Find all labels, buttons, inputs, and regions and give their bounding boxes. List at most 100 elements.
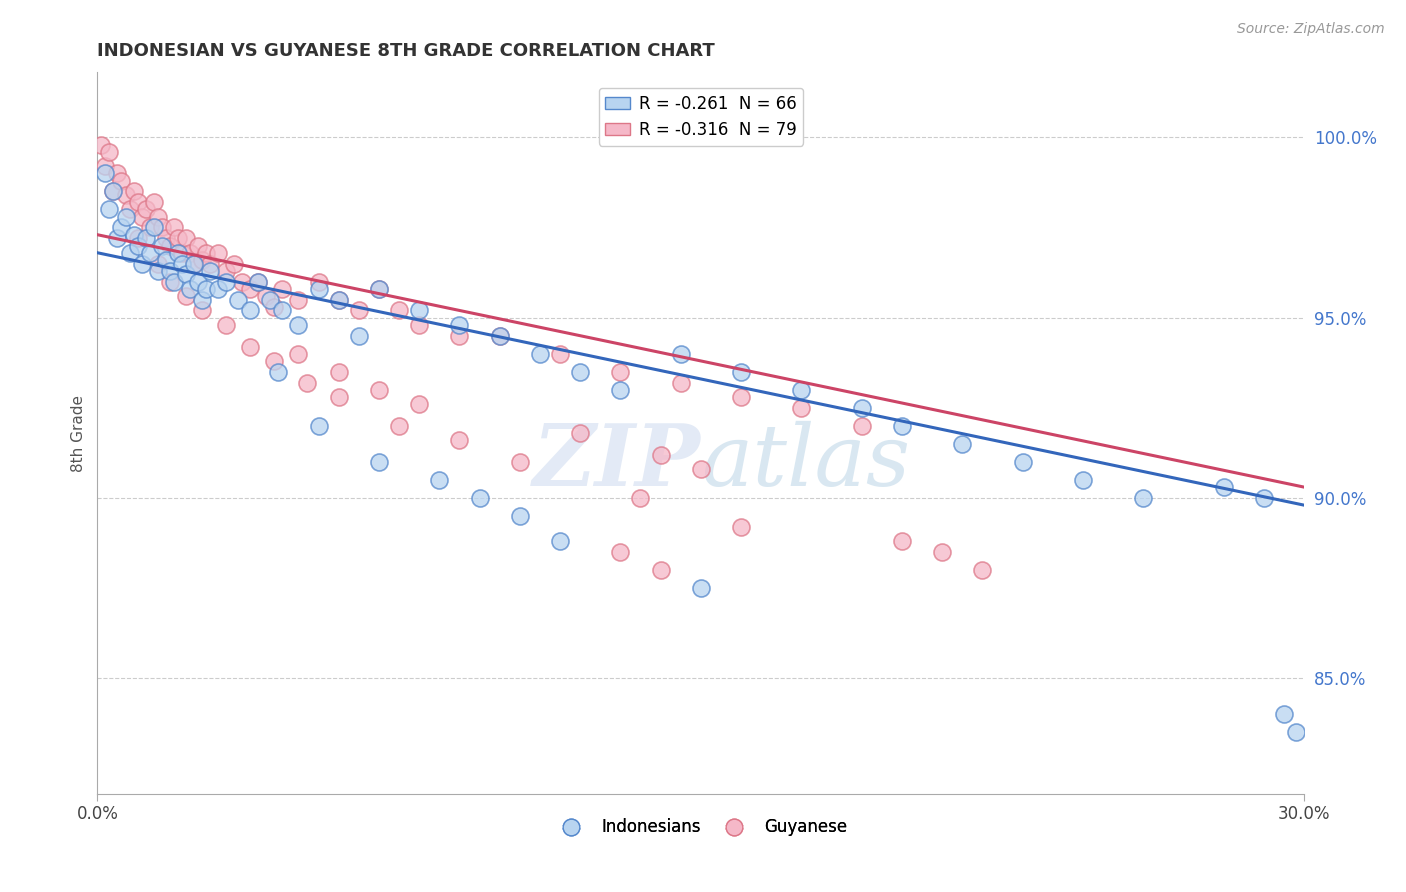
Point xyxy=(163,220,186,235)
Point xyxy=(972,563,994,577)
Point xyxy=(127,195,149,210)
Point xyxy=(191,252,214,267)
Point xyxy=(131,256,153,270)
Point xyxy=(142,220,165,235)
Point xyxy=(790,401,813,415)
Point xyxy=(166,231,188,245)
Point xyxy=(207,245,229,260)
Point xyxy=(127,231,149,245)
Point xyxy=(107,166,129,180)
Text: INDONESIAN VS GUYANESE 8TH GRADE CORRELATION CHART: INDONESIAN VS GUYANESE 8TH GRADE CORRELA… xyxy=(97,42,716,60)
Point xyxy=(347,328,370,343)
Point xyxy=(308,282,330,296)
Point xyxy=(669,347,692,361)
Point xyxy=(107,231,129,245)
Point xyxy=(259,293,281,307)
Point xyxy=(163,275,186,289)
Point xyxy=(194,245,217,260)
Point xyxy=(191,303,214,318)
Point xyxy=(131,210,153,224)
Point xyxy=(187,238,209,252)
Point xyxy=(142,195,165,210)
Point xyxy=(1272,707,1295,722)
Point xyxy=(191,293,214,307)
Point xyxy=(650,563,672,577)
Point xyxy=(138,245,160,260)
Legend: Indonesians, Guyanese: Indonesians, Guyanese xyxy=(548,812,853,843)
Point xyxy=(308,275,330,289)
Point xyxy=(110,173,132,187)
Point xyxy=(730,365,752,379)
Point xyxy=(890,534,912,549)
Point xyxy=(328,365,350,379)
Point xyxy=(488,328,510,343)
Point xyxy=(187,275,209,289)
Point xyxy=(509,508,531,523)
Point xyxy=(198,264,221,278)
Point xyxy=(226,293,249,307)
Point xyxy=(98,145,121,159)
Point xyxy=(155,252,177,267)
Point xyxy=(159,238,181,252)
Point xyxy=(170,256,193,270)
Point xyxy=(271,282,294,296)
Point xyxy=(150,220,173,235)
Point xyxy=(1132,491,1154,505)
Point xyxy=(159,275,181,289)
Point xyxy=(247,275,270,289)
Point xyxy=(183,256,205,270)
Point xyxy=(548,347,571,361)
Point xyxy=(347,303,370,318)
Point xyxy=(408,303,430,318)
Y-axis label: 8th Grade: 8th Grade xyxy=(72,394,86,472)
Point xyxy=(388,303,411,318)
Point xyxy=(239,303,262,318)
Point xyxy=(135,231,157,245)
Point xyxy=(94,166,117,180)
Point xyxy=(509,455,531,469)
Point xyxy=(166,245,188,260)
Point xyxy=(569,425,592,440)
Point xyxy=(267,365,290,379)
Point xyxy=(174,289,197,303)
Point xyxy=(890,418,912,433)
Point xyxy=(114,188,136,202)
Point xyxy=(127,238,149,252)
Point xyxy=(183,256,205,270)
Point xyxy=(388,418,411,433)
Point xyxy=(368,282,391,296)
Point xyxy=(174,268,197,282)
Text: atlas: atlas xyxy=(700,420,910,503)
Text: ZIP: ZIP xyxy=(533,420,700,504)
Point xyxy=(118,245,141,260)
Point xyxy=(548,534,571,549)
Point xyxy=(215,318,238,332)
Point xyxy=(122,227,145,242)
Point xyxy=(247,275,270,289)
Point xyxy=(609,545,631,559)
Point xyxy=(368,282,391,296)
Point xyxy=(950,437,973,451)
Point xyxy=(851,401,873,415)
Point xyxy=(650,448,672,462)
Point xyxy=(287,318,309,332)
Point xyxy=(449,318,471,332)
Point xyxy=(150,238,173,252)
Point xyxy=(263,300,285,314)
Point xyxy=(931,545,953,559)
Point xyxy=(851,418,873,433)
Point xyxy=(159,264,181,278)
Point xyxy=(308,418,330,433)
Point xyxy=(174,231,197,245)
Point xyxy=(287,293,309,307)
Point xyxy=(669,376,692,390)
Point xyxy=(146,256,169,270)
Text: Source: ZipAtlas.com: Source: ZipAtlas.com xyxy=(1237,22,1385,37)
Point xyxy=(215,264,238,278)
Point xyxy=(1285,725,1308,739)
Point xyxy=(689,581,711,595)
Point xyxy=(103,185,125,199)
Point xyxy=(198,256,221,270)
Point xyxy=(254,289,277,303)
Point xyxy=(449,434,471,448)
